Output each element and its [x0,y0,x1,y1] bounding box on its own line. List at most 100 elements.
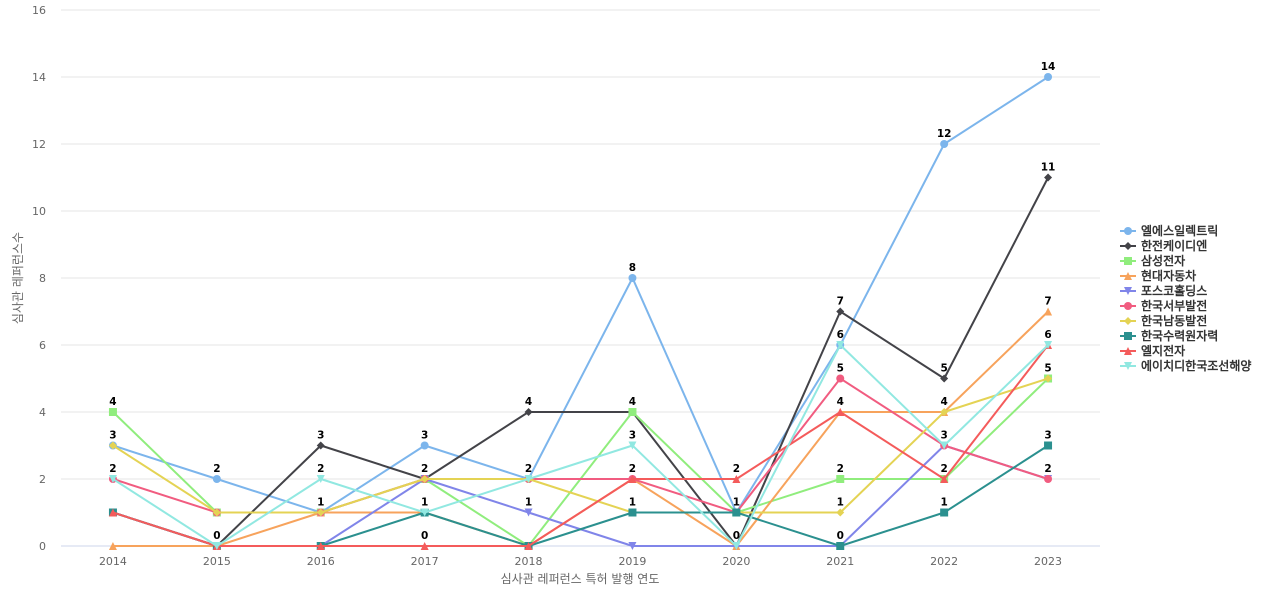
legend-label: 포스코홀딩스 [1141,283,1207,298]
data-label: 1 [629,497,636,509]
data-label: 3 [1044,430,1051,442]
legend-marker [1124,287,1132,295]
data-point [1044,307,1053,316]
y-tick-label: 12 [32,138,46,151]
y-tick-label: 6 [39,339,46,352]
data-point [1044,441,1053,450]
data-point [524,542,533,550]
legend-label: 삼성전자 [1141,253,1185,268]
x-axis-title: 심사관 레퍼런스 특허 발행 연도 [501,571,660,586]
data-point [1044,173,1053,182]
series-10 [108,341,1053,550]
legend-item[interactable]: 에이치디한국조선해양 [1120,358,1251,373]
data-point [212,508,221,517]
legend-item[interactable]: 엘에스일렉트릭 [1120,223,1218,238]
data-point [940,475,949,483]
legend-item[interactable]: 삼성전자 [1120,253,1185,268]
data-label: 1 [317,497,324,509]
y-tick-label: 2 [39,473,46,486]
data-point [836,542,845,550]
data-label: 2 [317,463,324,475]
legend-marker [1124,257,1132,265]
x-tick-label: 2020 [722,555,750,568]
data-point [732,508,741,517]
data-label: 2 [837,463,844,475]
data-label: 1 [940,497,947,509]
data-label: 12 [937,128,952,140]
data-point [1044,73,1053,81]
data-point [836,307,845,316]
data-label: 8 [629,262,636,274]
data-point [836,374,845,383]
legend-label: 엘지전자 [1141,343,1185,358]
legend-label: 한국서부발전 [1141,298,1207,313]
data-label: 5 [940,363,947,375]
data-label: 4 [525,396,532,408]
series-1 [108,73,1053,517]
data-label: 2 [733,463,740,475]
y-tick-labels: 0 2 4 6 8 10 12 14 16 [32,4,46,553]
data-point [940,374,949,383]
data-label: 11 [1041,162,1056,174]
legend-item[interactable]: 엘지전자 [1120,343,1185,358]
legend-item[interactable]: 한국남동발전 [1120,313,1207,328]
data-point [628,475,637,483]
legend-marker [1124,332,1132,340]
data-label: 2 [421,463,428,475]
data-point [628,441,637,450]
x-tick-label: 2014 [99,555,127,568]
data-label: 7 [1044,296,1051,308]
data-point [420,475,429,483]
series-group [108,73,1053,550]
data-label: 6 [837,329,844,341]
data-point [1044,374,1053,383]
data-point [212,542,221,550]
x-tick-label: 2021 [826,555,854,568]
x-tick-label: 2022 [930,555,958,568]
x-tick-label: 2023 [1034,555,1062,568]
data-point [836,341,845,349]
data-point [524,508,533,517]
y-tick-label: 8 [39,272,46,285]
x-tick-label: 2015 [203,555,231,568]
legend-marker [1124,272,1132,280]
data-point [316,475,325,483]
data-point [628,408,637,416]
data-label: 0 [213,530,220,542]
legend-item[interactable]: 한전케이디엔 [1120,238,1207,253]
data-point [316,441,325,450]
data-point [940,408,949,416]
series-line [112,177,1049,547]
data-label: 1 [421,497,428,509]
data-label: 0 [421,530,428,542]
grid-lines [61,9,1100,547]
legend-label: 에이치디한국조선해양 [1141,358,1251,373]
legend-item[interactable]: 포스코홀딩스 [1120,283,1207,298]
legend-label: 현대자동차 [1141,268,1196,283]
legend-label: 한국수력원자력 [1141,328,1218,343]
data-label: 2 [525,463,532,475]
data-label: 2 [629,463,636,475]
y-tick-label: 10 [32,205,46,218]
x-tick-label: 2017 [411,555,439,568]
data-point [628,274,637,282]
data-point [1044,341,1053,349]
data-label: 3 [109,430,116,442]
data-point [940,441,949,450]
x-tick-label: 2019 [618,555,646,568]
legend-item[interactable]: 한국수력원자력 [1120,328,1218,343]
legend-marker [1124,317,1132,325]
data-point [524,408,533,416]
legend-item[interactable]: 한국서부발전 [1120,298,1207,313]
legend-item[interactable]: 현대자동차 [1120,268,1196,283]
data-label: 1 [837,497,844,509]
data-label: 2 [109,463,116,475]
series-line [112,344,1049,547]
series-line [112,377,1049,514]
series-line [112,344,1049,547]
data-label: 1 [733,497,740,509]
x-tick-label: 2018 [515,555,543,568]
data-point [940,508,949,517]
data-point [108,408,117,416]
